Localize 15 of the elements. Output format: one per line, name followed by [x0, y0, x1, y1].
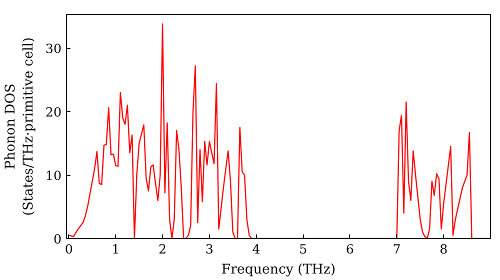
y-tick-label: 0: [53, 232, 62, 246]
x-tick-label: 1: [112, 242, 120, 256]
y-tick-label: 20: [45, 104, 62, 120]
y-tick-label: 30: [45, 41, 62, 56]
y-axis-title: Phonon DOS (States/THz·primitive cell): [3, 37, 36, 216]
x-tick-label: 4: [252, 242, 260, 256]
x-tick-label: 8: [440, 242, 448, 256]
y-tick-label: 10: [45, 168, 62, 184]
x-tick-label: 0: [64, 242, 73, 256]
x-axis-title: Frequency (THz): [221, 262, 336, 278]
x-tick-label: 6: [346, 242, 354, 256]
x-tick-label: 7: [392, 242, 401, 256]
x-tick-label: 3: [205, 242, 214, 256]
x-tick-label: 5: [299, 242, 308, 256]
x-tick-label: 2: [158, 242, 167, 256]
